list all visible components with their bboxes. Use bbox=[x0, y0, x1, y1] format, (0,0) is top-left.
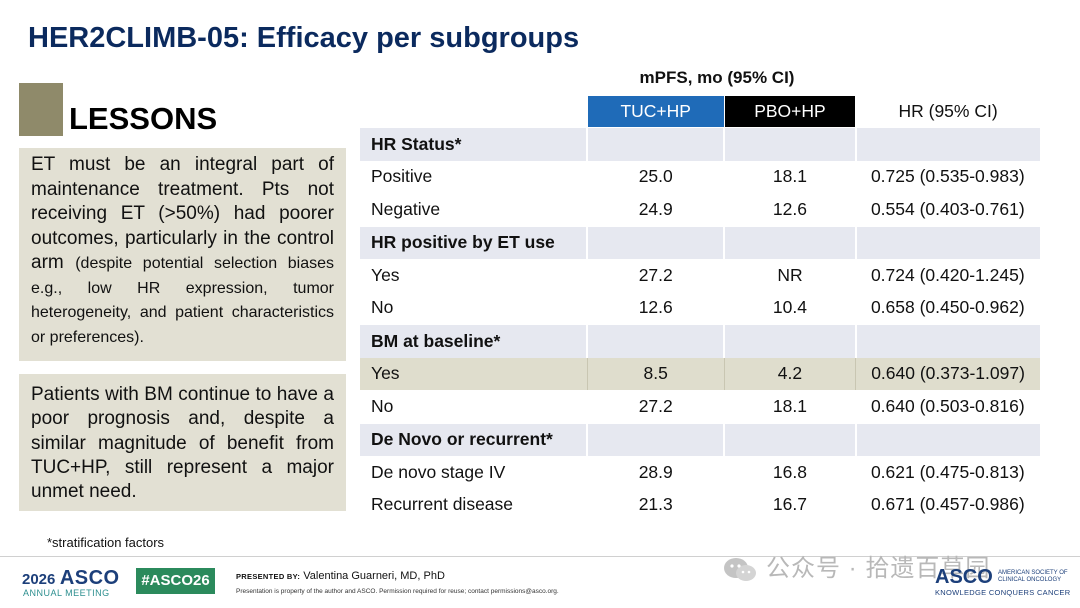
panel2-text: Patients with BM continue to have a poor… bbox=[31, 384, 334, 503]
row-label: Positive bbox=[371, 166, 433, 187]
hr-value: 0.658 (0.450-0.962) bbox=[870, 297, 1025, 318]
row-label: De novo stage IV bbox=[371, 461, 506, 482]
row-label: Recurrent disease bbox=[371, 494, 514, 515]
row-label: Negative bbox=[371, 198, 441, 219]
mpfs-super-header: mPFS, mo (95% CI) bbox=[639, 68, 795, 87]
table-row: Positive 25.0 18.1 0.725 (0.535-0.983) bbox=[360, 161, 1040, 194]
table-row-highlighted: Yes 8.5 4.2 0.640 (0.373-1.097) bbox=[360, 357, 1040, 390]
header-pbo-hp: PBO+HP bbox=[723, 96, 856, 128]
hr-value: 0.554 (0.403-0.761) bbox=[870, 198, 1025, 219]
asco-society-logo: ASCO bbox=[935, 566, 993, 588]
group-row-hr-status: HR Status* bbox=[360, 127, 1040, 161]
disclaimer-text: Presentation is property of the author a… bbox=[236, 588, 559, 595]
table-row: Negative 24.9 12.6 0.554 (0.403-0.761) bbox=[360, 193, 1040, 226]
group-label: De Novo or recurrent* bbox=[360, 422, 588, 456]
header-blank bbox=[360, 96, 587, 128]
pbo-value: 12.6 bbox=[772, 198, 807, 219]
asco-annual-meeting-logo: 2026 ASCO bbox=[22, 567, 120, 590]
watermark-text: 公众号 · 拾遗百草园 bbox=[766, 555, 991, 582]
slide-title: HER2CLIMB-05: Efficacy per subgroups bbox=[28, 22, 580, 54]
tuc-value: 25.0 bbox=[638, 166, 673, 187]
hr-value: 0.725 (0.535-0.983) bbox=[870, 166, 1025, 187]
hr-value: 0.640 (0.503-0.816) bbox=[870, 395, 1025, 416]
asco-tagline: KNOWLEDGE CONQUERS CANCER bbox=[935, 588, 1071, 597]
pbo-value: NR bbox=[777, 264, 803, 285]
group-label: HR positive by ET use bbox=[360, 225, 588, 259]
presented-by-label: PRESENTED BY: bbox=[236, 572, 301, 581]
header-tuc-hp: TUC+HP bbox=[586, 96, 725, 128]
group-row-et-use: HR positive by ET use bbox=[360, 225, 1040, 259]
table-row: Recurrent disease 21.3 16.7 0.671 (0.457… bbox=[360, 489, 1040, 522]
pbo-value: 18.1 bbox=[772, 395, 807, 416]
tuc-value: 27.2 bbox=[638, 395, 673, 416]
hr-value: 0.621 (0.475-0.813) bbox=[870, 461, 1025, 482]
presenter-name: Valentina Guarneri, MD, PhD bbox=[303, 570, 445, 582]
row-label: No bbox=[371, 395, 394, 416]
tuc-value: 28.9 bbox=[638, 461, 673, 482]
asco-meeting-label: ANNUAL MEETING bbox=[23, 588, 110, 598]
asco-name: ASCO bbox=[59, 567, 120, 589]
row-label: Yes bbox=[371, 264, 400, 285]
hr-value: 0.640 (0.373-1.097) bbox=[855, 357, 1040, 390]
tuc-value: 12.6 bbox=[638, 297, 673, 318]
wechat-icon bbox=[724, 557, 756, 581]
header-hr-ci: HR (95% CI) bbox=[855, 96, 1040, 128]
group-label: HR Status* bbox=[360, 127, 588, 161]
panel1-main-text: ET must be an integral part of maintenan… bbox=[31, 154, 334, 273]
lessons-heading: LESSONS bbox=[69, 101, 218, 136]
lessons-decor-square bbox=[19, 83, 63, 136]
hr-value: 0.671 (0.457-0.986) bbox=[870, 494, 1025, 515]
pbo-value: 10.4 bbox=[772, 297, 807, 318]
pbo-value: 4.2 bbox=[723, 357, 856, 390]
group-row-bm-baseline: BM at baseline* bbox=[360, 324, 1040, 358]
tuc-value: 8.5 bbox=[586, 357, 725, 390]
footnote: *stratification factors bbox=[47, 535, 165, 550]
table-row: No 27.2 18.1 0.640 (0.503-0.816) bbox=[360, 390, 1040, 423]
row-label: No bbox=[371, 297, 394, 318]
table-row: De novo stage IV 28.9 16.8 0.621 (0.475-… bbox=[360, 456, 1040, 489]
tuc-value: 24.9 bbox=[638, 198, 673, 219]
table-row: No 12.6 10.4 0.658 (0.450-0.962) bbox=[360, 292, 1040, 325]
tuc-value: 27.2 bbox=[638, 264, 673, 285]
asco-society-name: AMERICAN SOCIETY OF CLINICAL ONCOLOGY bbox=[998, 570, 1068, 583]
panel1-small-text: (despite potential selection biases e.g.… bbox=[31, 255, 334, 346]
subgroup-efficacy-table: TUC+HP PBO+HP HR (95% CI) HR Status* Pos… bbox=[360, 96, 1040, 521]
hashtag-badge: #ASCO26 bbox=[136, 568, 215, 594]
table-header-row: TUC+HP PBO+HP HR (95% CI) bbox=[360, 96, 1040, 128]
presented-by: PRESENTED BY: Valentina Guarneri, MD, Ph… bbox=[236, 570, 445, 582]
table-row: Yes 27.2 NR 0.724 (0.420-1.245) bbox=[360, 259, 1040, 292]
hr-value: 0.724 (0.420-1.245) bbox=[870, 264, 1025, 285]
footer-divider bbox=[0, 556, 1080, 557]
pbo-value: 18.1 bbox=[772, 166, 807, 187]
tuc-value: 21.3 bbox=[638, 494, 673, 515]
asco-year: 2026 bbox=[22, 571, 56, 588]
lessons-panel-et: ET must be an integral part of maintenan… bbox=[19, 148, 346, 361]
wechat-watermark: 公众号 · 拾遗百草园 bbox=[722, 548, 990, 584]
group-row-denovo-recurrent: De Novo or recurrent* bbox=[360, 422, 1040, 456]
pbo-value: 16.8 bbox=[772, 461, 807, 482]
group-label: BM at baseline* bbox=[360, 324, 588, 358]
lessons-panel-bm: Patients with BM continue to have a poor… bbox=[19, 374, 346, 511]
row-label: Yes bbox=[360, 357, 588, 390]
pbo-value: 16.7 bbox=[772, 494, 807, 515]
